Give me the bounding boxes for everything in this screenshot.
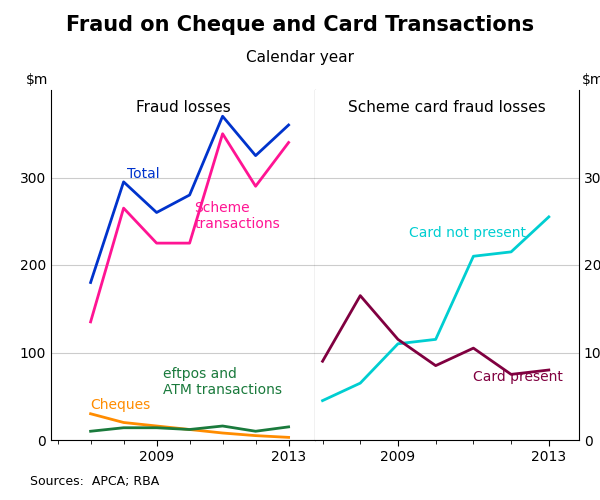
- Text: $m: $m: [581, 72, 600, 86]
- Text: Fraud losses: Fraud losses: [136, 100, 230, 116]
- Text: Scheme card fraud losses: Scheme card fraud losses: [348, 100, 546, 116]
- Text: Scheme
transactions: Scheme transactions: [194, 201, 280, 231]
- Text: Card not present: Card not present: [409, 226, 526, 240]
- Text: Cheques: Cheques: [91, 398, 151, 411]
- Text: Sources:  APCA; RBA: Sources: APCA; RBA: [30, 474, 159, 488]
- Text: $m: $m: [26, 72, 49, 86]
- Text: Fraud on Cheque and Card Transactions: Fraud on Cheque and Card Transactions: [66, 15, 534, 35]
- Text: Card present: Card present: [473, 370, 563, 384]
- Text: Total: Total: [127, 166, 160, 180]
- Text: eftpos and
ATM transactions: eftpos and ATM transactions: [163, 368, 282, 398]
- Text: Calendar year: Calendar year: [246, 50, 354, 65]
